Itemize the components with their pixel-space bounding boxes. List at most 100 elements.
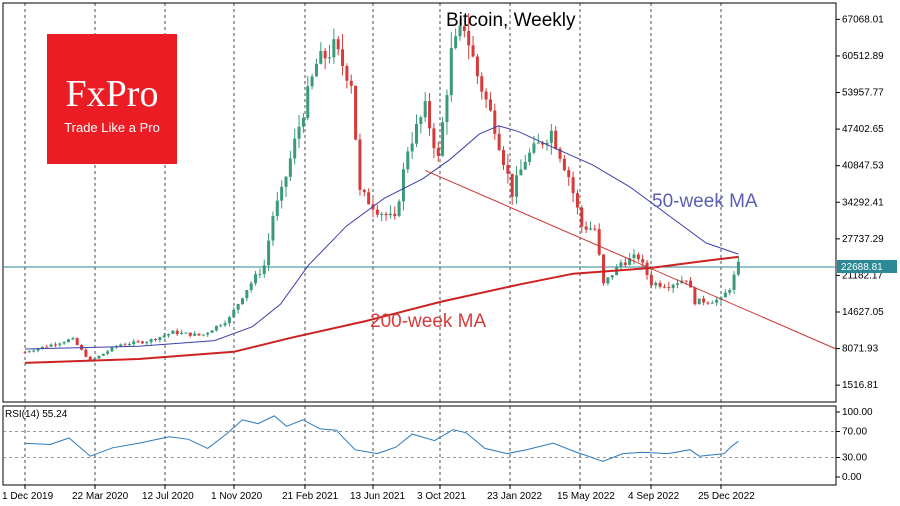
- ma50-line: [24, 125, 739, 350]
- candle-body: [449, 48, 453, 96]
- time-tick-label: 22 Mar 2020: [72, 491, 129, 502]
- candle-body: [689, 280, 693, 288]
- candle-body: [562, 158, 566, 171]
- candle-body: [140, 341, 144, 344]
- chart-title: Bitcoin, Weekly: [446, 10, 576, 31]
- candle-body: [510, 173, 514, 197]
- candle-body: [119, 344, 123, 346]
- candle-body: [488, 99, 492, 111]
- price-tick-label: 47402.65: [842, 124, 884, 135]
- current-price-badge: [837, 260, 897, 274]
- candle-body: [397, 201, 401, 217]
- candle-body: [658, 282, 662, 287]
- rsi-plot: [3, 415, 836, 462]
- candle-body: [136, 341, 140, 343]
- time-tick-label: 4 Sep 2022: [628, 491, 680, 502]
- candle-body: [732, 274, 736, 290]
- candle-body: [341, 49, 345, 67]
- candle-body: [293, 138, 297, 159]
- candle-body: [297, 126, 301, 139]
- candle-body: [275, 200, 279, 216]
- candle-body: [58, 343, 62, 345]
- candle-body: [193, 333, 197, 336]
- logo-tagline: Trade Like a Pro: [64, 120, 160, 135]
- candle-body: [241, 298, 244, 305]
- candle-body: [589, 228, 592, 230]
- candle-body: [428, 101, 432, 129]
- candle-body: [171, 330, 175, 334]
- candle-body: [410, 143, 414, 152]
- candle-body: [332, 39, 336, 58]
- candle-body: [106, 351, 110, 354]
- candle-body: [45, 346, 49, 348]
- price-tick-label: 67068.01: [842, 14, 884, 25]
- candle-body: [641, 259, 645, 263]
- candle-body: [123, 344, 127, 346]
- candle-body: [40, 346, 44, 349]
- candle-body: [310, 76, 314, 87]
- candle-body: [349, 80, 353, 86]
- candle-body: [254, 274, 258, 284]
- rsi-tick-label: 100.00: [842, 407, 873, 418]
- candle-body: [441, 122, 445, 156]
- price-axis: 67068.01 60512.89 53957.77 47402.65 40847.53…: [836, 14, 897, 391]
- price-tick-label: 14627.05: [842, 307, 884, 318]
- candle-body: [319, 51, 323, 64]
- time-tick-label: 15 May 2022: [557, 491, 615, 502]
- candle-body: [419, 117, 423, 124]
- candle-body: [536, 142, 540, 144]
- candle-body: [497, 133, 501, 150]
- candle-body: [32, 350, 36, 352]
- candle-body: [75, 338, 79, 345]
- price-tick-label: 60512.89: [842, 51, 884, 62]
- candle-body: [736, 261, 740, 275]
- rsi-label: RSI(14) 55.24: [5, 409, 68, 420]
- candle-body: [301, 118, 305, 127]
- candle-body: [619, 262, 623, 267]
- candle-body: [649, 275, 653, 286]
- ma200-annotation: 200-week MA: [370, 311, 486, 332]
- time-tick-label: 13 Jun 2021: [350, 491, 405, 502]
- candle-body: [554, 130, 558, 149]
- candle-body: [667, 287, 671, 289]
- candle-body: [702, 298, 706, 303]
- candle-body: [671, 284, 675, 289]
- rsi-panel-border: [2, 405, 837, 486]
- time-tick-label: 1 Nov 2020: [211, 491, 263, 502]
- candle-body: [201, 334, 205, 336]
- candle-body: [27, 351, 31, 353]
- candle-body: [336, 39, 340, 50]
- rsi-tick-label: 0.00: [842, 472, 862, 483]
- candle-body: [110, 347, 114, 352]
- candle-body: [454, 36, 458, 49]
- candle-body: [545, 142, 549, 145]
- candle-body: [210, 330, 214, 333]
- candle-body: [314, 63, 318, 77]
- price-tick-label: 53957.77: [842, 88, 884, 99]
- candle-body: [715, 299, 719, 303]
- candle-body: [249, 283, 253, 290]
- fxpro-logo: FxPro Trade Like a Pro: [47, 34, 177, 164]
- candle-body: [593, 228, 597, 230]
- candle-body: [723, 292, 727, 298]
- candle-body: [380, 213, 384, 215]
- candle-body: [697, 298, 701, 305]
- candle-body: [36, 348, 40, 351]
- price-plot: [3, 13, 837, 364]
- candle-body: [184, 332, 188, 334]
- candle-body: [101, 353, 105, 356]
- ma50-annotation: 50-week MA: [652, 191, 758, 212]
- time-tick-label: 1 Dec 2019: [2, 491, 54, 502]
- candle-body: [284, 176, 288, 187]
- downtrend-line: [425, 169, 837, 350]
- candle-body: [528, 152, 532, 162]
- candle-body: [227, 317, 231, 324]
- candle-body: [132, 341, 136, 344]
- candle-body: [710, 302, 714, 304]
- candle-body: [167, 333, 171, 336]
- candle-body: [97, 355, 101, 359]
- candle-body: [628, 258, 632, 265]
- candle-body: [728, 289, 732, 293]
- candle-body: [180, 332, 184, 335]
